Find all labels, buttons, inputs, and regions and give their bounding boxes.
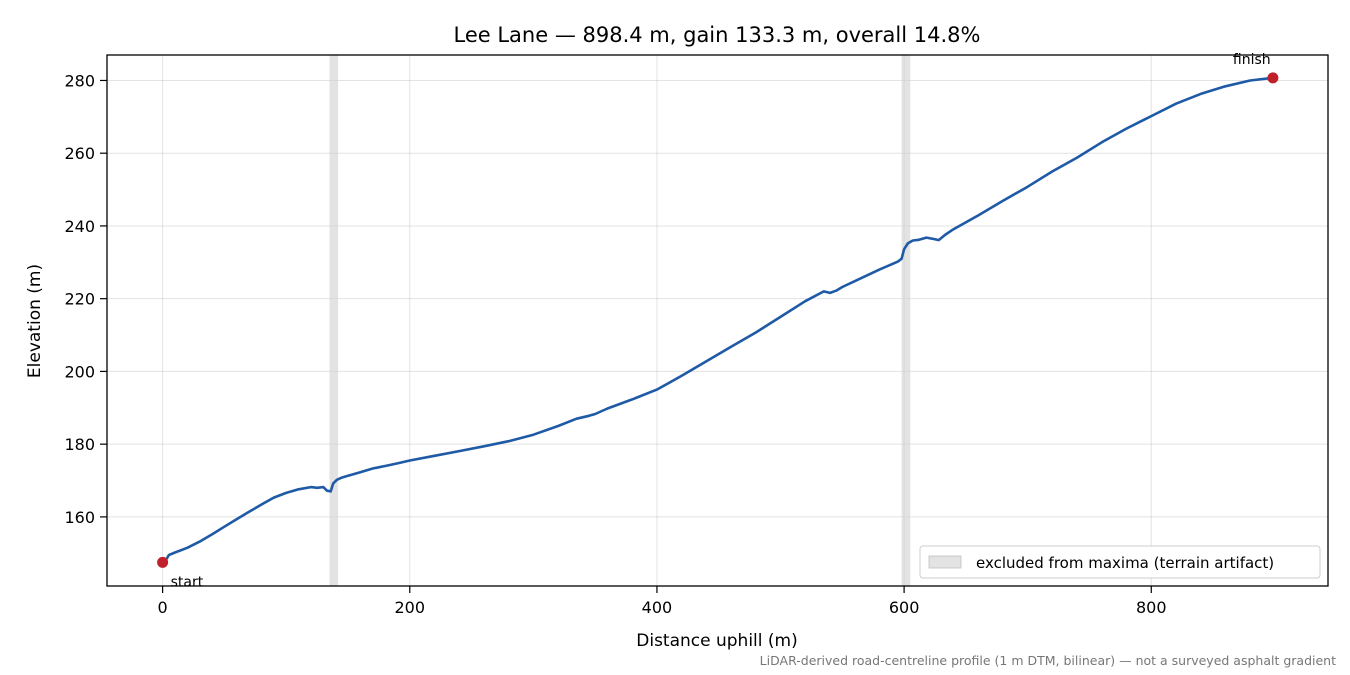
x-tick-label: 200 [395,598,426,617]
start-marker [157,556,169,568]
x-tick-label: 600 [889,598,920,617]
y-tick-label: 260 [64,144,95,163]
y-tick-label: 160 [64,508,95,527]
y-tick-label: 200 [64,362,95,381]
plot-frame [106,54,1329,587]
y-tick-label: 220 [64,290,95,309]
y-tick-label: 240 [64,217,95,236]
footnote: LiDAR-derived road-centreline profile (1… [760,653,1336,668]
y-tick-label: 180 [64,435,95,454]
series-layer [161,76,1275,564]
legend: excluded from maxima (terrain artifact) [919,545,1321,579]
finish-marker [1267,72,1279,84]
y-axis-label: Elevation (m) [25,264,45,378]
excluded-band [329,55,339,586]
elevation-line [161,76,1275,564]
y-axis-ticks: 160 180 200 220 240 260 280 [64,71,107,527]
y-tick-label: 280 [64,71,95,90]
legend-entry: excluded from maxima (terrain artifact) [976,554,1274,572]
excluded-band [901,55,911,586]
x-axis-ticks: 0 200 400 600 800 [158,586,1167,617]
grid [107,55,1328,586]
legend-swatch [928,555,962,569]
finish-label: finish [1233,52,1271,68]
endpoint-markers: start finish [157,52,1279,590]
start-label: start [171,574,204,590]
x-axis-label: Distance uphill (m) [636,631,797,651]
x-tick-label: 800 [1136,598,1167,617]
chart-title: Lee Lane — 898.4 m, gain 133.3 m, overal… [454,23,981,47]
excluded-bands [329,55,911,586]
x-tick-label: 400 [642,598,673,617]
x-tick-label: 0 [158,598,168,617]
legend-box [919,545,1321,579]
